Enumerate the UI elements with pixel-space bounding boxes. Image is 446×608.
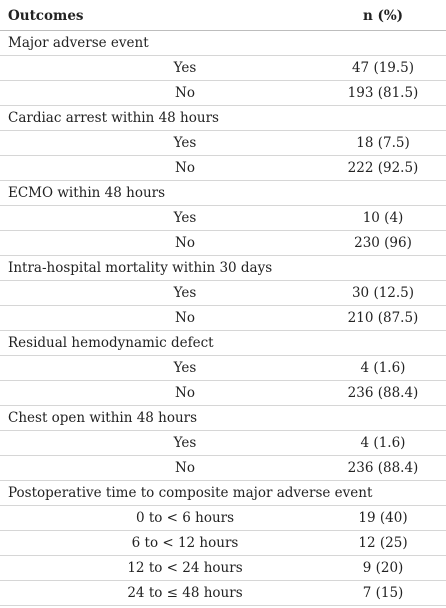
table-row: Yes 4 (1.6) <box>0 356 446 381</box>
outcome-sub-label: 0 to < 6 hours <box>135 510 235 526</box>
table-row: Yes 10 (4) <box>0 206 446 231</box>
outcome-sub-label: Yes <box>173 60 197 76</box>
outcome-category-label: Chest open within 48 hours <box>8 410 198 426</box>
outcome-category-label: Residual hemodynamic defect <box>8 335 214 351</box>
table-row: Major adverse event <box>0 31 446 56</box>
outcome-sub-label: No <box>175 310 195 326</box>
table-row: Residual hemodynamic defect <box>0 331 446 356</box>
table-row: ECMO within 48 hours <box>0 181 446 206</box>
outcome-sub-label: No <box>175 460 195 476</box>
table-row: Cardiac arrest within 48 hours <box>0 106 446 131</box>
outcome-category-label: Cardiac arrest within 48 hours <box>8 110 219 126</box>
outcome-category-label: Postoperative time to composite major ad… <box>8 485 373 501</box>
table-row: Chest open within 48 hours <box>0 406 446 431</box>
table-row: Yes 18 (7.5) <box>0 131 446 156</box>
outcome-sub-label: Yes <box>173 435 197 451</box>
outcome-value: 47 (19.5) <box>351 60 415 76</box>
table-row: Yes 30 (12.5) <box>0 281 446 306</box>
table-row: No 230 (96) <box>0 231 446 256</box>
outcome-sub-label: 6 to < 12 hours <box>131 535 239 551</box>
outcome-category-label: Intra-hospital mortality within 30 days <box>8 260 273 276</box>
table-row: Yes 4 (1.6) <box>0 431 446 456</box>
outcome-sub-label: No <box>175 385 195 401</box>
outcome-sub-label: No <box>175 85 195 101</box>
outcome-value: 230 (96) <box>354 235 412 251</box>
outcome-value: 10 (4) <box>362 210 404 226</box>
outcome-sub-label: 12 to < 24 hours <box>127 560 243 576</box>
outcome-value: 19 (40) <box>358 510 408 526</box>
outcome-value: 18 (7.5) <box>356 135 410 151</box>
table-row: No 236 (88.4) <box>0 381 446 406</box>
outcome-sub-label: Yes <box>173 360 197 376</box>
table-row: No 222 (92.5) <box>0 156 446 181</box>
table-row: Postoperative time to composite major ad… <box>0 481 446 506</box>
outcome-sub-label: Yes <box>173 285 197 301</box>
outcome-value: 236 (88.4) <box>347 460 419 476</box>
table-row: Intra-hospital mortality within 30 days <box>0 256 446 281</box>
table-row: 0 to < 6 hours 19 (40) <box>0 506 446 531</box>
outcome-value: 236 (88.4) <box>347 385 419 401</box>
outcome-sub-label: 24 to ≤ 48 hours <box>127 585 243 601</box>
table-row: 6 to < 12 hours 12 (25) <box>0 531 446 556</box>
table-row: 12 to < 24 hours 9 (20) <box>0 556 446 581</box>
column-header-n-percent: n (%) <box>362 8 404 24</box>
outcome-value: 222 (92.5) <box>347 160 419 176</box>
table-header: Outcomes n (%) <box>0 0 446 31</box>
table-row: Yes 47 (19.5) <box>0 56 446 81</box>
outcome-sub-label: No <box>175 160 195 176</box>
outcome-value: 4 (1.6) <box>360 360 406 376</box>
column-header-outcomes: Outcomes <box>8 8 84 24</box>
outcome-sub-label: Yes <box>173 135 197 151</box>
outcome-value: 30 (12.5) <box>351 285 415 301</box>
outcome-category-label: Major adverse event <box>8 35 149 51</box>
table-row: No 210 (87.5) <box>0 306 446 331</box>
table-row: 24 to ≤ 48 hours 7 (15) <box>0 581 446 606</box>
table-row: No 236 (88.4) <box>0 456 446 481</box>
outcome-value: 210 (87.5) <box>347 310 419 326</box>
outcome-value: 193 (81.5) <box>347 85 419 101</box>
outcome-sub-label: No <box>175 235 195 251</box>
outcome-value: 7 (15) <box>362 585 404 601</box>
outcome-value: 4 (1.6) <box>360 435 406 451</box>
outcome-category-label: ECMO within 48 hours <box>8 185 166 201</box>
table-row: No 193 (81.5) <box>0 81 446 106</box>
outcome-value: 12 (25) <box>358 535 408 551</box>
outcome-value: 9 (20) <box>362 560 404 576</box>
outcome-sub-label: Yes <box>173 210 197 226</box>
